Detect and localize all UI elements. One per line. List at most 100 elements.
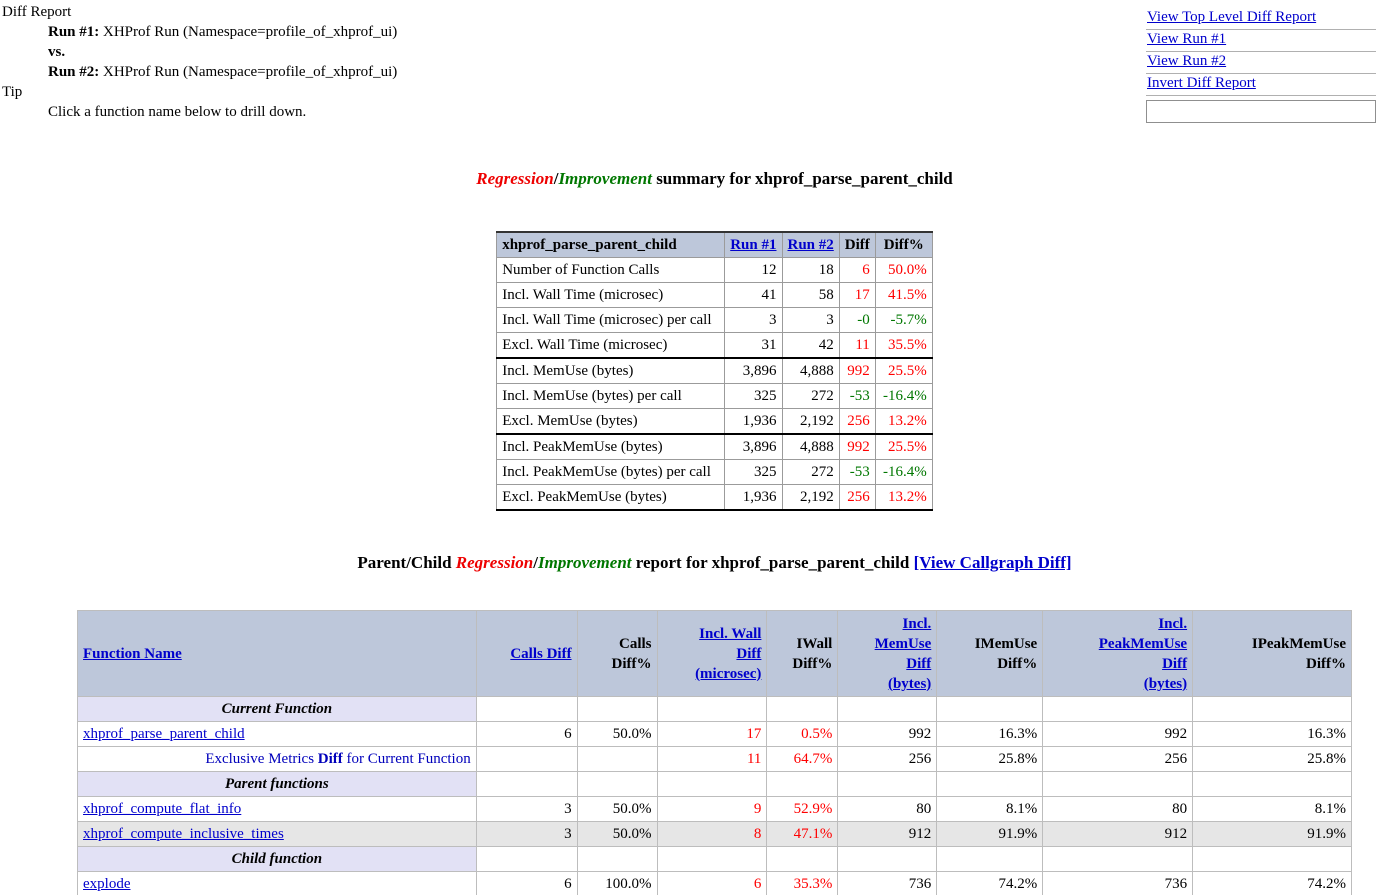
- run1-value: 31: [724, 332, 783, 359]
- incl-peakmemuse-diff-sort-link[interactable]: Incl. PeakMemUse Diff (bytes): [1098, 615, 1188, 692]
- blank-cell: [576, 696, 658, 722]
- blank-cell: [656, 771, 768, 797]
- run2-column-header: Run #2: [781, 231, 840, 258]
- blank-cell: [576, 771, 658, 797]
- blank-cell: [475, 846, 578, 872]
- function-name-column-header: Function Name: [77, 610, 477, 697]
- summary-table: xhprof_parse_parent_child Run #1 Run #2 …: [496, 231, 933, 511]
- metric-label: Incl. MemUse (bytes) per call: [496, 383, 726, 409]
- run1-value: 1,936: [724, 408, 783, 435]
- diff-pct-value: 25.5%: [874, 357, 933, 384]
- tip-label: Tip: [2, 84, 23, 100]
- iwall-diff-value: 9: [656, 796, 768, 822]
- ipeakmemuse-diff-pct-value: 16.3%: [1192, 721, 1352, 747]
- nav-row: View Run #1: [1146, 30, 1376, 52]
- exclusive-label-diff: Diff: [317, 751, 343, 767]
- function-name-cell: xhprof_compute_flat_info: [77, 796, 477, 822]
- section-label: Current Function: [77, 696, 477, 722]
- blank-cell: [936, 771, 1044, 797]
- metric-label: Number of Function Calls: [496, 257, 726, 283]
- function-link[interactable]: xhprof_compute_flat_info: [83, 801, 242, 817]
- view-top-level-diff-report-link[interactable]: View Top Level Diff Report: [1147, 9, 1317, 25]
- diff-value: 256: [838, 484, 876, 511]
- calls-diff-value: 6: [475, 721, 578, 747]
- run1-value: 325: [724, 383, 783, 409]
- view-run-2-link[interactable]: View Run #2: [1147, 53, 1227, 69]
- calls-diff-sort-link[interactable]: Calls Diff: [510, 645, 572, 662]
- nav-row: Invert Diff Report: [1146, 74, 1376, 96]
- diff-pct-value: -16.4%: [874, 459, 933, 485]
- invert-diff-report-link[interactable]: Invert Diff Report: [1147, 75, 1256, 91]
- diff-pct-value: 50.0%: [874, 257, 933, 283]
- calls-diff-pct-value: 50.0%: [576, 721, 658, 747]
- imemuse-diff-value: 80: [837, 796, 938, 822]
- empty-input-box[interactable]: [1146, 100, 1376, 123]
- imemuse-diff-value: 992: [837, 721, 938, 747]
- blank-cell: [1192, 846, 1352, 872]
- report-header-row: Function Name Calls Diff Calls Diff% Inc…: [77, 610, 1352, 697]
- diff-pct-value: 41.5%: [874, 282, 933, 308]
- regression-word: Regression: [476, 169, 554, 188]
- run2-header-link[interactable]: Run #2: [787, 237, 834, 253]
- ipeakmemuse-diff-pct-column-header: IPeakMemUse Diff%: [1192, 610, 1352, 697]
- ipeakmemuse-diff-pct-value: 74.2%: [1192, 871, 1352, 895]
- function-row: xhprof_compute_flat_info 3 50.0% 9 52.9%…: [77, 796, 1352, 822]
- calls-diff-column-header: Calls Diff: [475, 610, 578, 697]
- function-link[interactable]: explode: [83, 876, 131, 892]
- blank-cell: [1042, 846, 1194, 872]
- diff-value: 17: [838, 282, 876, 308]
- run2-value: 58: [781, 282, 840, 308]
- table-row: Incl. PeakMemUse (bytes) 3,896 4,888 992…: [496, 433, 933, 460]
- section-label: Child function: [77, 846, 477, 872]
- imemuse-diff-pct-value: 74.2%: [936, 871, 1044, 895]
- function-link[interactable]: xhprof_compute_inclusive_times: [83, 826, 284, 842]
- incl-memuse-diff-sort-link[interactable]: Incl. MemUse Diff (bytes): [874, 615, 932, 692]
- run2-line: Run #2: XHProf Run (Namespace=profile_of…: [48, 62, 1376, 82]
- run2-value: 272: [781, 383, 840, 409]
- vs-line: vs.: [48, 42, 1376, 62]
- blank-cell: [936, 846, 1044, 872]
- ipeakmemuse-diff-pct-value: 8.1%: [1192, 796, 1352, 822]
- ipeakmemuse-diff-value: 992: [1042, 721, 1194, 747]
- diff-pct-value: -16.4%: [874, 383, 933, 409]
- run1-header-link[interactable]: Run #1: [730, 237, 777, 253]
- diff-pct-value: 13.2%: [874, 408, 933, 435]
- function-name-sort-link[interactable]: Function Name: [83, 645, 182, 662]
- report-title: Parent/Child Regression/Improvement repo…: [77, 552, 1352, 573]
- diff-value: 256: [838, 408, 876, 435]
- imemuse-diff-pct-column-header: IMemUse Diff%: [936, 610, 1044, 697]
- tip-text: Click a function name below to drill dow…: [48, 104, 307, 120]
- function-name-cell: xhprof_parse_parent_child: [77, 721, 477, 747]
- page-header: Diff Report Run #1: XHProf Run (Namespac…: [0, 2, 1376, 123]
- incl-wall-diff-sort-link[interactable]: Incl. Wall Diff (microsec): [695, 625, 762, 682]
- exclusive-metrics-row: Exclusive Metrics Diff for Current Funct…: [77, 746, 1352, 772]
- iwall-diff-value: 6: [656, 871, 768, 895]
- view-callgraph-diff-link[interactable]: [View Callgraph Diff]: [913, 553, 1072, 572]
- iwall-diff-value: 8: [656, 821, 768, 847]
- calls-diff-pct-value: [576, 746, 658, 772]
- nav-row: View Top Level Diff Report: [1146, 8, 1376, 30]
- view-run-1-link[interactable]: View Run #1: [1147, 31, 1227, 47]
- slash: /: [533, 553, 538, 572]
- blank-cell: [766, 846, 839, 872]
- function-name-cell: xhprof_compute_inclusive_times: [77, 821, 477, 847]
- improvement-word: Improvement: [538, 553, 632, 572]
- metric-label: Incl. PeakMemUse (bytes) per call: [496, 459, 726, 485]
- summary-title-rest: summary for xhprof_parse_parent_child: [651, 169, 953, 188]
- ipeakmemuse-diff-value: 80: [1042, 796, 1194, 822]
- imemuse-diff-value: 912: [837, 821, 938, 847]
- vs-label: vs.: [48, 44, 66, 60]
- blank-cell: [1192, 696, 1352, 722]
- metric-label: Incl. MemUse (bytes): [496, 357, 726, 384]
- imemuse-diff-pct-value: 8.1%: [936, 796, 1044, 822]
- report-info: Diff Report Run #1: XHProf Run (Namespac…: [2, 2, 1376, 122]
- diff-value: -53: [838, 459, 876, 485]
- blank-cell: [936, 696, 1044, 722]
- calls-diff-value: [475, 746, 578, 772]
- incl-wall-diff-column-header: Incl. Wall Diff (microsec): [656, 610, 768, 697]
- section-row-child-function: Child function: [77, 846, 1352, 872]
- metric-label: Excl. Wall Time (microsec): [496, 332, 726, 359]
- function-link[interactable]: xhprof_parse_parent_child: [83, 726, 245, 742]
- iwall-diff-pct-value: 0.5%: [766, 721, 839, 747]
- diff-pct-value: 25.5%: [874, 433, 933, 460]
